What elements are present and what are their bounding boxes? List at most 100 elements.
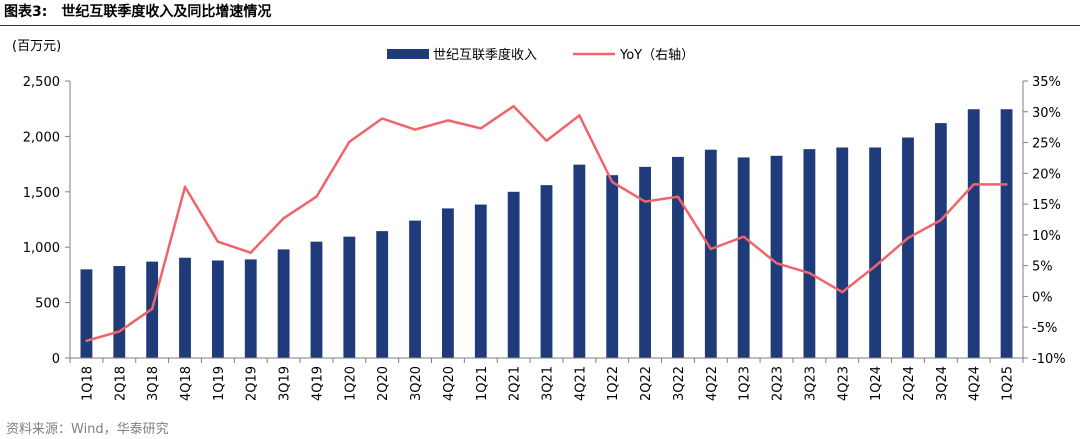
revenue-bar [606,175,619,358]
left-y-axis: 0 500 1,000 1,500 2,000 2,500 [23,75,71,367]
revenue-bar [244,259,257,358]
left-tick-label: 1,500 [23,186,60,201]
revenue-bar [902,137,914,358]
left-tick-label: 1,000 [23,241,60,256]
yoy-point [709,247,713,251]
legend-line-label: YoY（右轴） [619,48,694,63]
x-tick-label: 2Q24 [902,366,917,401]
figure-title: 图表3: 世纪互联季度收入及同比增速情况 [0,0,1080,26]
yoy-point [939,218,943,222]
legend: 世纪互联季度收入 YoY（右轴） [387,47,694,63]
yoy-point [841,290,844,294]
revenue-bar [441,208,454,358]
yoy-point [183,185,187,189]
yoy-point [216,240,220,243]
x-tick-label: 3Q22 [672,366,687,401]
x-tick-label: 4Q23 [836,366,851,401]
x-tick-label: 4Q21 [573,366,588,401]
revenue-bar [507,191,520,358]
x-tick-label: 4Q18 [179,366,194,401]
x-tick-label: 2Q18 [113,366,128,401]
revenue-bar [737,157,750,358]
bar-series [80,109,1013,358]
revenue-bar [803,149,816,358]
yoy-point [742,235,745,238]
yoy-point [348,140,351,144]
x-tick-label: 1Q18 [80,366,95,401]
revenue-bar [672,156,684,358]
right-tick-label: 5% [1032,260,1053,275]
x-tick-label: 3Q18 [146,366,161,401]
x-tick-label: 2Q22 [639,366,654,401]
legend-bar-swatch [387,49,429,59]
right-tick-label: 15% [1032,198,1061,213]
figure-title-text: 世纪互联季度收入及同比增速情况 [61,4,272,20]
yoy-point [775,262,778,265]
yoy-point [1005,183,1008,186]
yoy-point [873,265,877,268]
yoy-point [972,183,975,186]
revenue-bar [277,249,290,358]
x-tick-label: 2Q20 [376,366,391,401]
x-tick-label: 4Q20 [442,366,457,401]
right-tick-label: 20% [1032,167,1061,182]
x-tick-label: 2Q23 [771,366,786,401]
revenue-bar [211,260,224,358]
revenue-bar [639,166,652,358]
x-tick-label: 1Q20 [343,366,358,401]
revenue-bar [1000,109,1013,358]
right-tick-label: 25% [1032,137,1061,152]
yoy-point [282,217,285,220]
x-tick-label: 3Q23 [803,366,818,401]
left-tick-label: 500 [35,297,60,312]
legend-bar-label: 世纪互联季度收入 [433,47,537,63]
right-tick-label: -5% [1032,321,1057,336]
yoy-point [578,114,581,117]
x-tick-label: 4Q22 [705,366,720,401]
revenue-bar [770,155,783,358]
revenue-bar [310,241,323,358]
x-tick-label: 4Q24 [968,366,983,401]
x-tick-label: 1Q23 [738,366,753,401]
left-tick-label: 0 [52,352,60,367]
revenue-bar [343,236,356,358]
x-tick-label: 3Q19 [278,366,293,401]
yoy-point [118,330,121,333]
revenue-bar [409,220,421,358]
yoy-point [446,119,450,122]
right-tick-label: 0% [1032,290,1053,305]
right-tick-label: 30% [1032,106,1061,121]
left-tick-label: 2,000 [23,130,60,145]
yoy-point [611,180,614,184]
revenue-bar [80,269,93,358]
yoy-point [413,128,417,131]
revenue-bar [836,147,849,358]
left-tick-label: 2,500 [23,75,60,90]
revenue-bar [869,147,882,358]
revenue-bar [934,123,947,358]
yoy-point [643,200,647,203]
yoy-point [545,139,548,142]
x-tick-label: 1Q21 [475,366,490,401]
line-series [85,104,1008,343]
x-tick-label: 3Q24 [935,366,950,401]
x-tick-label: 2Q19 [245,366,260,401]
source-note: 资料来源：Wind，华泰研究 [6,422,169,437]
revenue-bar [573,164,586,358]
x-tick-label: 3Q20 [409,366,424,401]
x-tick-label: 2Q21 [508,366,523,401]
yoy-point [315,195,318,198]
revenue-bar [474,204,487,358]
yoy-point [85,339,88,342]
yoy-point [906,236,910,240]
x-axis: 1Q18 2Q18 3Q18 4Q18 1Q19 2Q19 3Q19 4Q19 1Q20 2Q20… [69,357,1024,401]
revenue-bar [704,149,717,358]
y-axis-unit-label: (百万元) [12,39,61,54]
x-tick-label: 1Q19 [212,366,227,401]
yoy-point [479,127,482,130]
yoy-point [808,271,811,275]
x-tick-label: 1Q22 [606,366,621,401]
right-tick-label: 35% [1032,75,1061,90]
right-tick-label: -10% [1032,352,1066,367]
